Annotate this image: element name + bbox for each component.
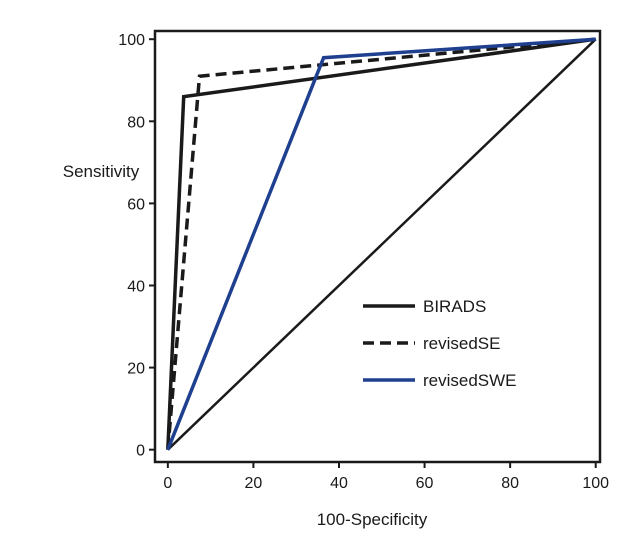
plot-frame — [153, 29, 602, 464]
x-axis-ticks: 0 20 40 60 80 100 — [163, 462, 609, 492]
x-axis-title: 100-Specificity — [317, 510, 428, 529]
legend-label: BIRADS — [423, 297, 486, 316]
y-tick-label: 60 — [127, 196, 145, 213]
series-lines — [166, 37, 597, 451]
series-line-birads — [166, 37, 596, 450]
x-tick-label: 40 — [330, 475, 348, 492]
y-tick-label: 40 — [127, 278, 145, 295]
y-axis-title: Sensitivity — [63, 162, 140, 181]
y-tick-label: 20 — [127, 361, 145, 378]
x-tick-label: 0 — [163, 475, 172, 492]
series-line-revisedse — [166, 37, 596, 450]
y-axis-ticks: 0 20 40 60 80 100 — [118, 32, 155, 460]
x-tick-label: 80 — [501, 475, 519, 492]
y-tick-label: 80 — [127, 114, 145, 131]
series-line-revisedswe — [166, 37, 596, 451]
reference-diagonal-line — [166, 38, 597, 451]
legend: BIRADS revisedSE revisedSWE — [363, 297, 517, 390]
x-tick-label: 60 — [416, 475, 434, 492]
legend-label: revisedSE — [423, 334, 500, 353]
x-tick-label: 20 — [245, 475, 263, 492]
y-tick-label: 0 — [136, 443, 145, 460]
legend-label: revisedSWE — [423, 371, 517, 390]
y-tick-label: 100 — [118, 32, 145, 49]
x-tick-label: 100 — [582, 475, 609, 492]
